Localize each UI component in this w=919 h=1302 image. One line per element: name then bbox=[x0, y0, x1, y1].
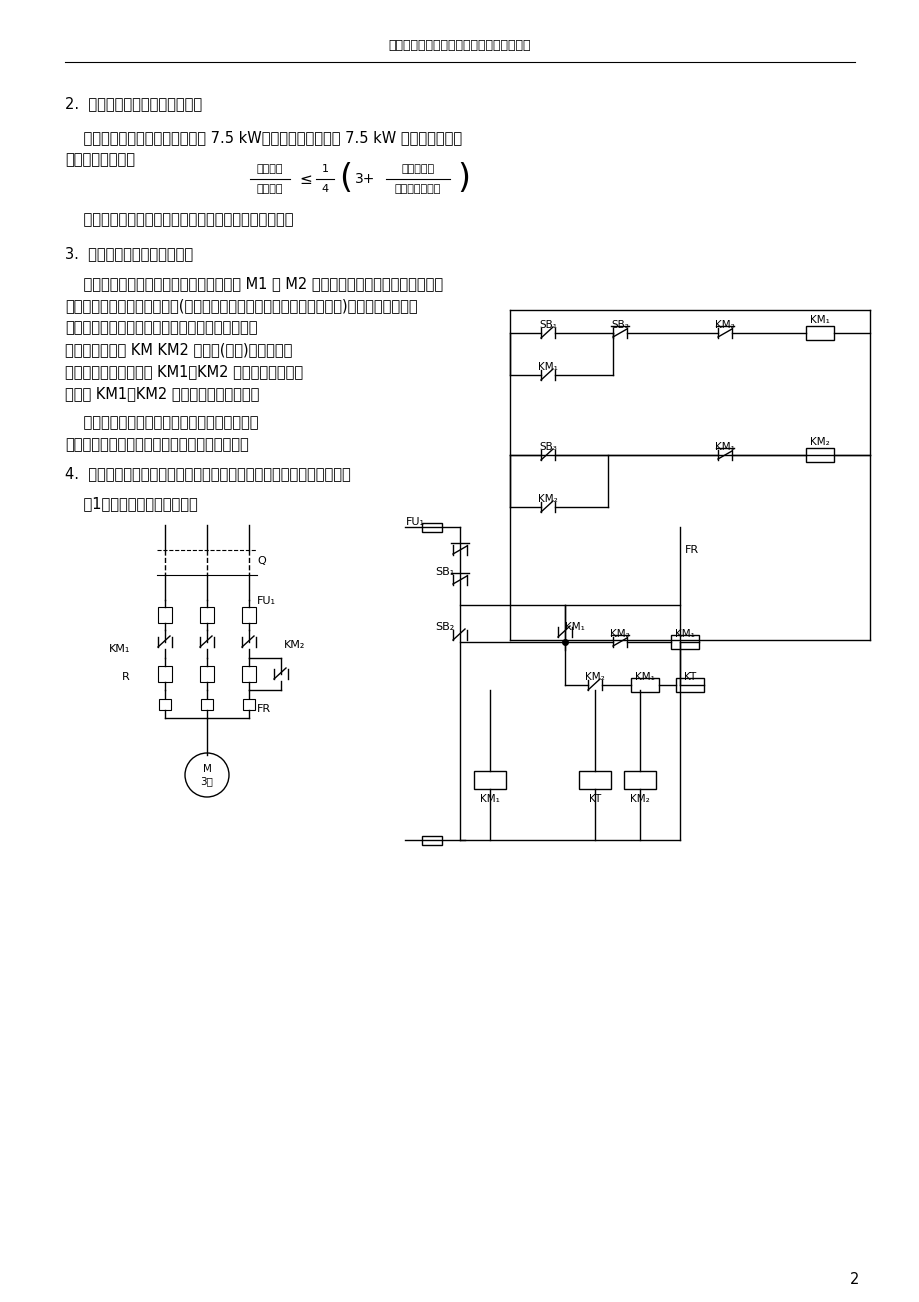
Text: KM₁: KM₁ bbox=[108, 644, 130, 654]
Bar bbox=[199, 667, 214, 682]
Text: KM₁: KM₁ bbox=[538, 362, 557, 372]
Text: 可保证 KM1、KM2 的线圈不会同时得电。: 可保证 KM1、KM2 的线圈不会同时得电。 bbox=[65, 385, 259, 401]
Text: KM₂: KM₂ bbox=[609, 629, 630, 639]
Text: 启动电流: 启动电流 bbox=[256, 164, 283, 174]
Text: 额定电流: 额定电流 bbox=[256, 184, 283, 194]
Text: SB₂: SB₂ bbox=[436, 622, 455, 631]
Text: KT: KT bbox=[683, 672, 696, 682]
Bar bbox=[473, 771, 505, 789]
Text: 4.  三相异步电动机的降压启动方式有哪些，并绘制对应的电气线路图。: 4. 三相异步电动机的降压启动方式有哪些，并绘制对应的电气线路图。 bbox=[65, 466, 350, 480]
Text: KM₁: KM₁ bbox=[564, 622, 584, 631]
Text: SB₁: SB₁ bbox=[436, 566, 455, 577]
Text: FR: FR bbox=[685, 546, 698, 555]
Text: M
3～: M 3～ bbox=[200, 764, 213, 786]
Text: 一般规定异步电动机的功率低于 7.5 kW，或者电机功率大于 7.5 kW 但满足下式便可: 一般规定异步电动机的功率低于 7.5 kW，或者电机功率大于 7.5 kW 但满… bbox=[65, 130, 461, 145]
Text: KM₂: KM₂ bbox=[714, 320, 734, 329]
Text: 1: 1 bbox=[321, 164, 328, 174]
Text: 的执行元件有两个相反的动作(如主轴正反转、工作台的上下双向移动等)，或两个电气元件: 的执行元件有两个相反的动作(如主轴正反转、工作台的上下双向移动等)，或两个电气元… bbox=[65, 298, 417, 312]
Text: KT: KT bbox=[588, 794, 600, 805]
Bar bbox=[805, 326, 834, 340]
Bar bbox=[670, 635, 698, 648]
Text: SB₂: SB₂ bbox=[610, 320, 629, 329]
Text: R: R bbox=[122, 672, 130, 682]
Text: 对方线圈所在电路，使 KM1、KM2 的触点互相制约，: 对方线圈所在电路，使 KM1、KM2 的触点互相制约， bbox=[65, 365, 302, 379]
Bar bbox=[159, 699, 171, 710]
Text: FU₁: FU₁ bbox=[405, 517, 425, 527]
Text: (: ( bbox=[339, 163, 352, 195]
Bar bbox=[675, 678, 703, 691]
Text: 如果不满足以上条件，则必须采用降压方式启动电机。: 如果不满足以上条件，则必须采用降压方式启动电机。 bbox=[65, 212, 293, 227]
Text: KM₁: KM₁ bbox=[634, 672, 654, 682]
Text: FR: FR bbox=[256, 704, 271, 713]
Text: 中国地质大学（武汉）远程与继续教育学院: 中国地质大学（武汉）远程与继续教育学院 bbox=[389, 39, 530, 52]
Text: 以采用直接启动：: 以采用直接启动： bbox=[65, 152, 135, 167]
Bar bbox=[158, 667, 172, 682]
Text: KM₂: KM₂ bbox=[810, 437, 829, 447]
Text: KM₂: KM₂ bbox=[284, 641, 305, 650]
Bar bbox=[805, 448, 834, 462]
Text: 电源总容量: 电源总容量 bbox=[401, 164, 434, 174]
Text: 此外还可将复合按钮或行程开关的常闭触头串: 此外还可将复合按钮或行程开关的常闭触头串 bbox=[65, 415, 258, 430]
Bar bbox=[623, 771, 655, 789]
Text: Q: Q bbox=[256, 556, 266, 566]
Text: ): ) bbox=[457, 163, 470, 195]
Text: KM₁: KM₁ bbox=[480, 794, 499, 805]
Bar bbox=[200, 699, 213, 710]
Bar bbox=[242, 667, 255, 682]
Bar bbox=[158, 607, 172, 622]
Text: KM₂: KM₂ bbox=[630, 794, 649, 805]
Text: KM₂: KM₂ bbox=[584, 672, 604, 682]
Bar bbox=[578, 771, 610, 789]
Text: 3+: 3+ bbox=[355, 172, 375, 186]
Text: FU₁: FU₁ bbox=[256, 596, 276, 605]
Text: 3.  简述互锁控制的工作原理。: 3. 简述互锁控制的工作原理。 bbox=[65, 246, 193, 260]
Bar bbox=[242, 607, 255, 622]
Bar bbox=[422, 523, 441, 533]
Text: KM₁: KM₁ bbox=[675, 629, 694, 639]
Text: KM₂: KM₂ bbox=[538, 493, 557, 504]
Text: 图所示，分别将 KM KM2 的动断(常闭)触点串接在: 图所示，分别将 KM KM2 的动断(常闭)触点串接在 bbox=[65, 342, 292, 357]
Text: SB₃: SB₃ bbox=[539, 441, 556, 452]
Text: 启动电动机容量: 启动电动机容量 bbox=[394, 184, 441, 194]
Bar bbox=[630, 678, 658, 691]
Text: 接在对方接触器的线圈电路中来实现机械互锁。: 接在对方接触器的线圈电路中来实现机械互锁。 bbox=[65, 437, 248, 452]
Text: 不允许同时得电，这时就要用到互锁控制线路。如: 不允许同时得电，这时就要用到互锁控制线路。如 bbox=[65, 320, 257, 335]
Text: 2: 2 bbox=[849, 1272, 858, 1286]
Text: KM₁: KM₁ bbox=[714, 441, 734, 452]
Text: 4: 4 bbox=[321, 184, 328, 194]
Text: KM₁: KM₁ bbox=[810, 315, 829, 326]
Text: （1）定子串电阻降压启动；: （1）定子串电阻降压启动； bbox=[65, 496, 198, 510]
Bar bbox=[199, 607, 214, 622]
Text: 2.  如何确定电动机的启动方式？: 2. 如何确定电动机的启动方式？ bbox=[65, 96, 202, 111]
Bar bbox=[243, 699, 255, 710]
Bar bbox=[422, 836, 441, 845]
Text: ≤: ≤ bbox=[300, 172, 312, 186]
Text: 在电气控制系统中，有时要求两个电动机 M1 和 M2 不能同时接通，或同一电动机驱动: 在电气控制系统中，有时要求两个电动机 M1 和 M2 不能同时接通，或同一电动机… bbox=[65, 276, 443, 292]
Text: SB₁: SB₁ bbox=[539, 320, 556, 329]
